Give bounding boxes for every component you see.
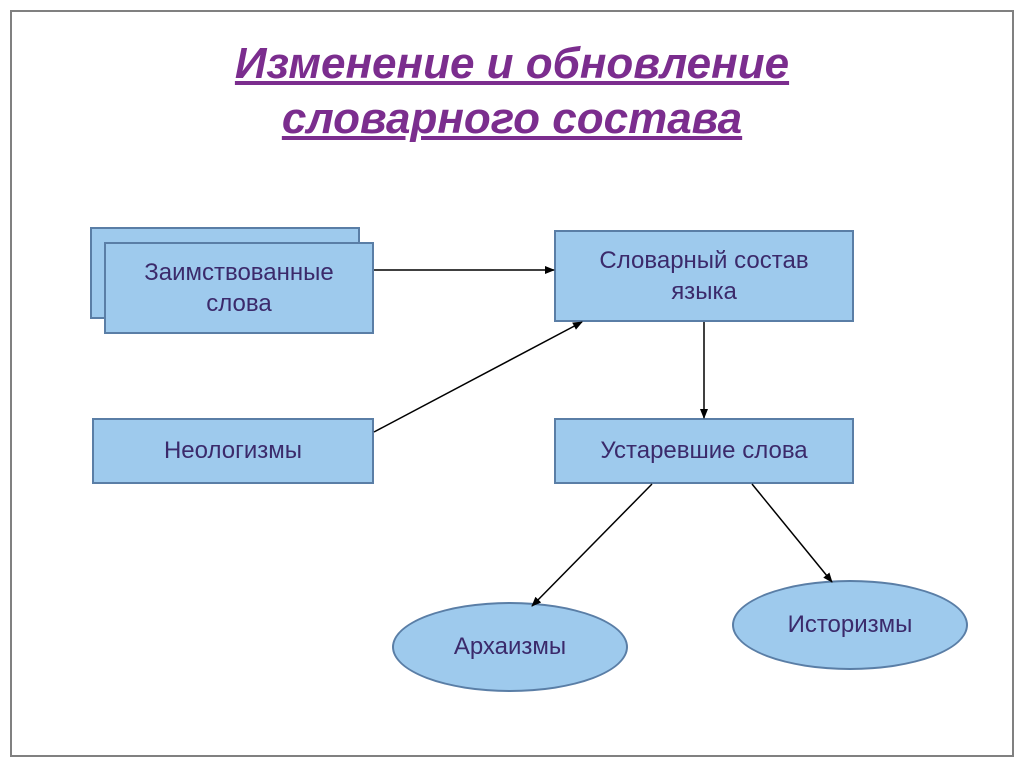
node-label: Заимствованныеслова xyxy=(144,257,334,319)
slide-title: Изменение и обновление словарного состав… xyxy=(12,36,1012,146)
node-label: Неологизмы xyxy=(164,435,302,466)
node-label: Историзмы xyxy=(788,609,913,640)
node-obsolete-words: Устаревшие слова xyxy=(554,418,854,484)
node-label: Архаизмы xyxy=(454,631,566,662)
slide-frame: Изменение и обновление словарного состав… xyxy=(10,10,1014,757)
node-label: Устаревшие слова xyxy=(600,435,807,466)
node-archaisms: Архаизмы xyxy=(392,602,628,692)
title-line2: словарного состава xyxy=(282,94,742,143)
node-label: Словарный составязыка xyxy=(599,245,808,307)
node-vocabulary: Словарный составязыка xyxy=(554,230,854,322)
edge xyxy=(752,484,832,582)
edge xyxy=(374,322,582,432)
node-historisms: Историзмы xyxy=(732,580,968,670)
edge xyxy=(532,484,652,606)
title-line1: Изменение и обновление xyxy=(235,39,789,88)
node-borrowed-words: Заимствованныеслова xyxy=(104,242,374,334)
node-neologisms: Неологизмы xyxy=(92,418,374,484)
